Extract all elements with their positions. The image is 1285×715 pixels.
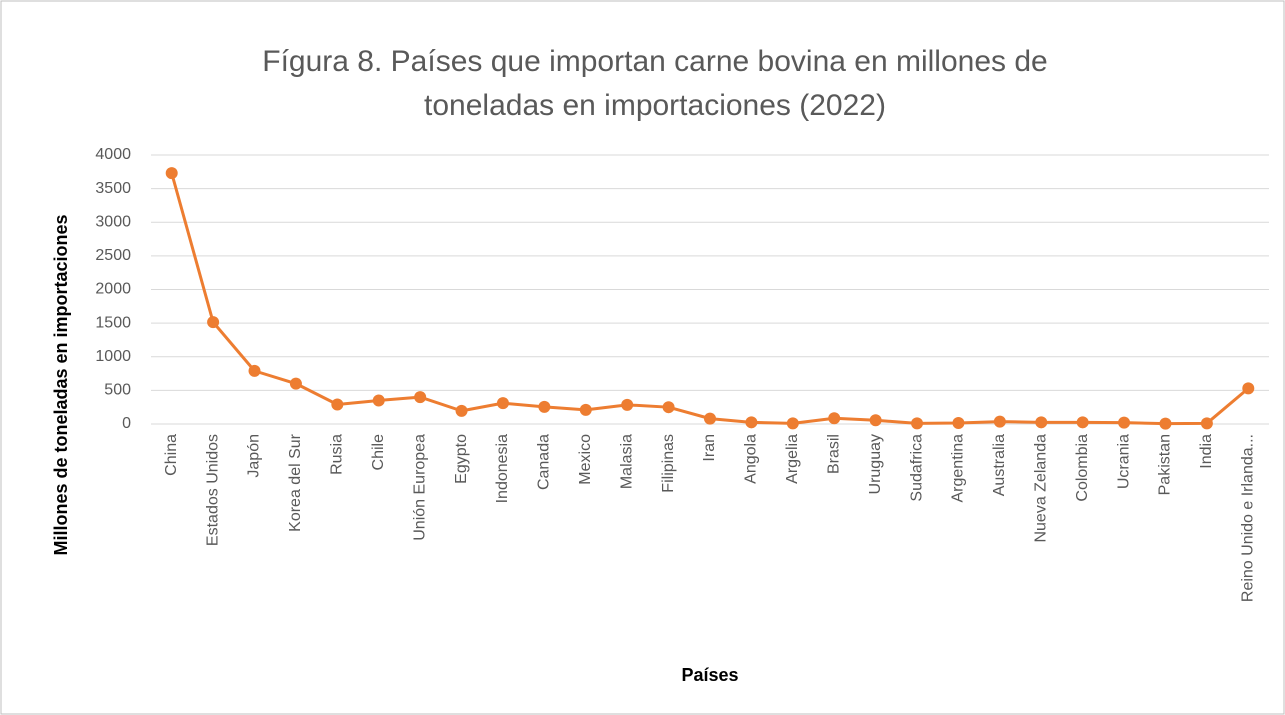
marker xyxy=(662,401,675,414)
marker xyxy=(1035,416,1048,429)
marker xyxy=(745,416,758,429)
x-tick-label: Korea del Sur xyxy=(287,433,304,532)
marker xyxy=(579,403,592,416)
x-tick-label: Pakistan xyxy=(1157,434,1174,495)
x-tick-label: Mexico xyxy=(577,434,594,485)
x-tick-label: Indonesia xyxy=(494,434,511,503)
marker xyxy=(621,398,634,411)
marker xyxy=(1118,416,1131,429)
x-tick-label: Reino Unido e Irlanda... xyxy=(1240,434,1257,602)
y-tick-label: 500 xyxy=(104,382,131,399)
y-tick-label: 0 xyxy=(122,415,131,432)
x-tick-label: Nueva Zelanda xyxy=(1032,434,1049,543)
marker xyxy=(828,412,841,425)
x-tick-label: Argelia xyxy=(784,434,801,484)
x-tick-label: Unión Europea xyxy=(411,434,428,541)
marker xyxy=(165,167,178,180)
marker xyxy=(1200,417,1213,430)
marker xyxy=(331,398,344,411)
x-tick-label: Argentina xyxy=(950,434,967,503)
x-tick-label: India xyxy=(1198,434,1215,469)
marker xyxy=(993,415,1006,428)
marker xyxy=(207,316,220,329)
marker xyxy=(1242,382,1255,395)
marker xyxy=(786,417,799,430)
x-tick-label: Egypto xyxy=(453,434,470,484)
marker xyxy=(869,414,882,427)
x-tick-label: Uruguay xyxy=(867,434,884,494)
y-tick-label: 3500 xyxy=(95,180,131,197)
x-tick-label: Angola xyxy=(743,434,760,484)
y-tick-label: 2500 xyxy=(95,247,131,264)
x-tick-label: Ucrania xyxy=(1115,434,1132,489)
x-tick-label: Colombia xyxy=(1074,434,1091,502)
marker xyxy=(1076,416,1089,429)
marker xyxy=(496,397,509,410)
y-tick-label: 2000 xyxy=(95,281,131,298)
x-tick-label: Chile xyxy=(370,434,387,471)
marker xyxy=(911,417,924,430)
y-tick-label: 3000 xyxy=(95,213,131,230)
marker xyxy=(704,412,716,425)
x-tick-label: Australia xyxy=(991,434,1008,496)
y-tick-label: 4000 xyxy=(95,146,131,163)
x-tick-label: Rusia xyxy=(329,434,346,475)
x-tick-label: Malasia xyxy=(618,434,635,489)
marker xyxy=(289,377,302,390)
y-axis-title: Millones de toneladas en importaciones xyxy=(51,214,71,555)
y-tick-label: 1500 xyxy=(95,314,131,331)
marker xyxy=(538,400,551,413)
x-tick-label: Brasil xyxy=(825,434,842,474)
x-tick-label: Estados Unidos xyxy=(204,434,221,546)
x-tick-label: Iran xyxy=(701,434,718,462)
marker xyxy=(952,416,965,429)
y-tick-label: 1000 xyxy=(95,348,131,365)
marker xyxy=(372,394,385,407)
marker xyxy=(248,364,261,377)
chart-title: Fígura 8. Países que importan carne bovi… xyxy=(262,45,1048,122)
x-axis-title: Países xyxy=(681,665,738,685)
x-tick-label: Filipinas xyxy=(660,434,677,493)
x-tick-label: Sudafrica xyxy=(908,434,925,502)
x-tick-label: China xyxy=(163,434,180,476)
marker xyxy=(455,404,468,417)
marker xyxy=(1159,417,1172,430)
x-tick-label: Canada xyxy=(536,434,553,490)
x-tick-label: Japón xyxy=(246,434,263,478)
line xyxy=(170,172,1250,426)
marker xyxy=(414,391,427,404)
